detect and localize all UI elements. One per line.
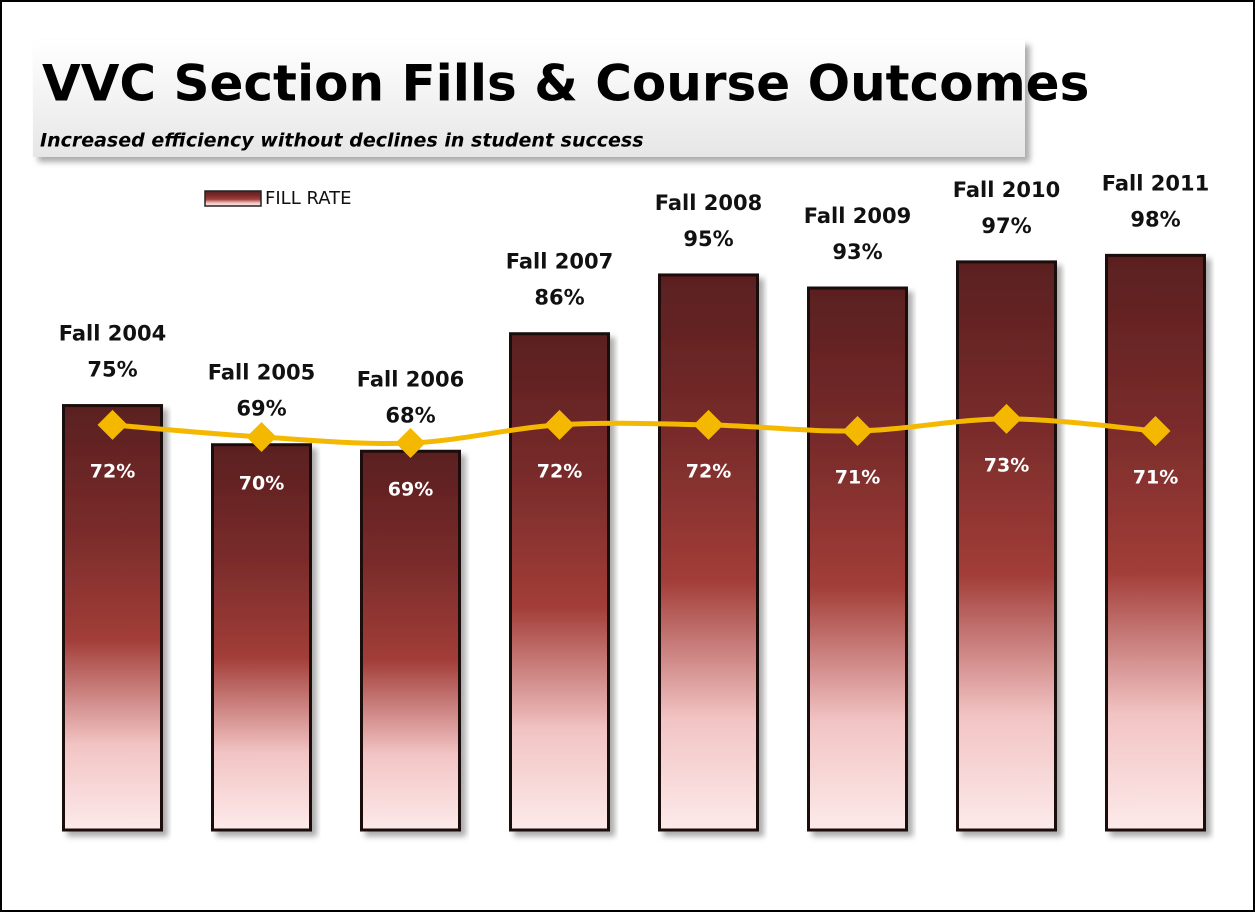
line-marker — [991, 403, 1022, 434]
bar — [658, 273, 759, 832]
bar-value-label: 69% — [236, 397, 286, 421]
line-value-label: 72% — [90, 460, 135, 482]
bar-value-label: 97% — [981, 214, 1031, 238]
bar-value-label: 98% — [1130, 207, 1180, 231]
chart-subtitle: Increased efficiency without declines in… — [40, 130, 644, 152]
bar — [62, 404, 163, 832]
line-marker — [693, 409, 724, 440]
bar-value-label: 68% — [385, 403, 435, 427]
bar-value-label: 86% — [534, 286, 584, 310]
legend-swatch — [204, 190, 262, 207]
category-label: Fall 2010 — [953, 178, 1060, 202]
category-label: Fall 2005 — [208, 361, 315, 385]
line-value-label: 71% — [1133, 466, 1178, 488]
bar — [509, 332, 610, 832]
category-label: Fall 2007 — [506, 250, 613, 274]
category-label: Fall 2006 — [357, 367, 464, 391]
line-marker — [395, 428, 426, 459]
bar-value-label: 93% — [832, 240, 882, 264]
line-marker — [246, 421, 277, 452]
bar — [807, 286, 908, 832]
bar — [956, 260, 1057, 832]
line-marker — [97, 409, 128, 440]
legend-label: FILL RATE — [265, 188, 352, 209]
bar-value-label: 75% — [87, 358, 137, 382]
category-label: Fall 2009 — [804, 204, 911, 228]
line-value-label: 70% — [239, 472, 284, 494]
title-box — [33, 40, 1025, 157]
line-marker — [842, 415, 873, 446]
bar-value-label: 95% — [683, 227, 733, 251]
line-value-label: 72% — [686, 460, 731, 482]
bar — [211, 443, 312, 832]
bar — [1105, 253, 1206, 832]
line-value-label: 72% — [537, 460, 582, 482]
line-value-label: 71% — [835, 466, 880, 488]
line-marker — [1140, 415, 1171, 446]
bar — [360, 449, 461, 832]
category-label: Fall 2011 — [1102, 171, 1209, 195]
line-value-label: 69% — [388, 479, 433, 501]
line — [112, 416, 1156, 446]
line-value-label: 73% — [984, 454, 1029, 476]
category-label: Fall 2008 — [655, 191, 762, 215]
category-label: Fall 2004 — [59, 322, 166, 346]
chart-title: VVC Section Fills & Course Outcomes — [42, 55, 1089, 113]
line-marker — [544, 409, 575, 440]
